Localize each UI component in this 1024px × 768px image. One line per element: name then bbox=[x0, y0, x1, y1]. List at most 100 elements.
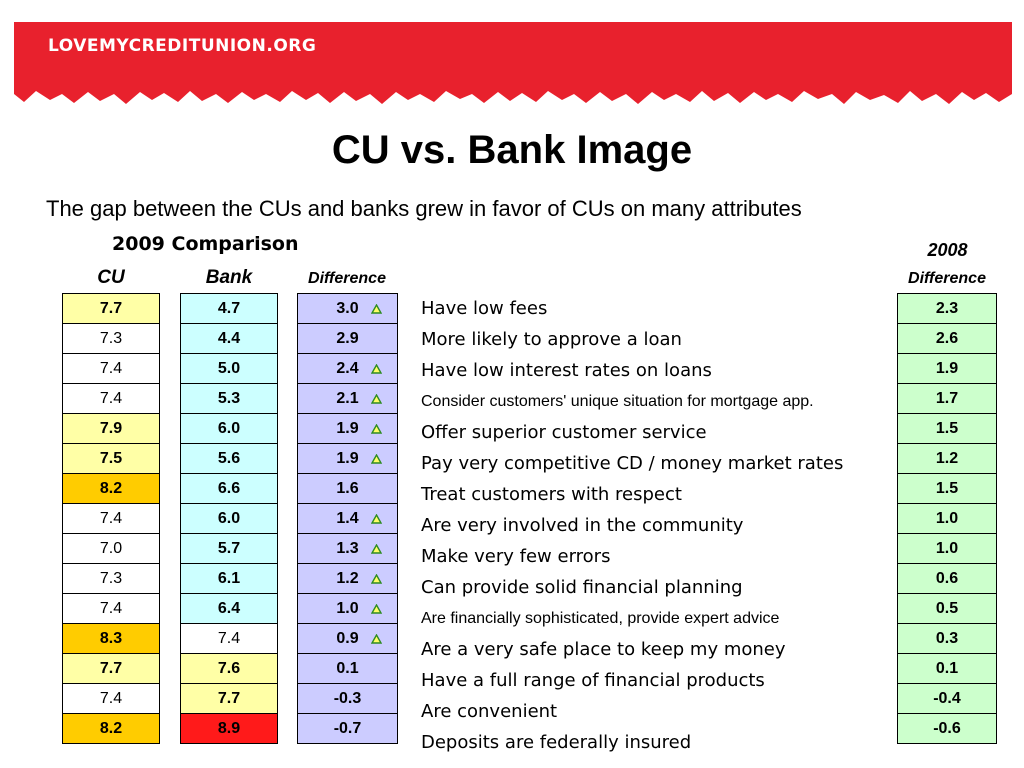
cu-score-cell: 7.3 bbox=[62, 563, 160, 593]
attribute-label: Offer superior customer service bbox=[421, 422, 707, 443]
difference-2008-cell: 1.9 bbox=[897, 353, 997, 383]
column-header-cu: CU bbox=[97, 267, 125, 288]
bank-score-cell: 5.3 bbox=[180, 383, 278, 413]
header-banner bbox=[14, 22, 1012, 104]
difference-cell: 0.1 bbox=[297, 653, 398, 683]
difference-value: 3.0 bbox=[336, 300, 359, 317]
attribute-label: Are very involved in the community bbox=[421, 515, 744, 536]
difference-cell: 1.3 bbox=[297, 533, 398, 563]
bank-score-cell: 7.7 bbox=[180, 683, 278, 713]
difference-2008-cell: 2.3 bbox=[897, 293, 997, 323]
difference-cell: -0.3 bbox=[297, 683, 398, 713]
difference-value: 1.0 bbox=[336, 600, 359, 617]
bank-score-column: 4.7 4.4 5.0 5.3 6.0 5.6 6.6 6.0 5.7 6.1 6.4 7.4 7.6 7… bbox=[180, 293, 278, 744]
difference-2008-cell: -0.4 bbox=[897, 683, 997, 713]
bank-score-cell: 6.6 bbox=[180, 473, 278, 503]
cu-score-cell: 7.4 bbox=[62, 683, 160, 713]
cu-score-cell: 7.7 bbox=[62, 653, 160, 683]
difference-cell: 1.6 bbox=[297, 473, 398, 503]
difference-value: 0.1 bbox=[336, 660, 359, 677]
cu-score-column: 7.7 7.3 7.4 7.4 7.9 7.5 8.2 7.4 7.0 7.3 7.4 8.3 7.7 7… bbox=[62, 293, 160, 744]
difference-cell: 2.9 bbox=[297, 323, 398, 353]
difference-2008-cell: 0.1 bbox=[897, 653, 997, 683]
attribute-label: Consider customers' unique situation for… bbox=[421, 393, 814, 410]
attribute-label: Are a very safe place to keep my money bbox=[421, 639, 786, 660]
difference-value: 1.2 bbox=[336, 570, 359, 587]
bank-score-cell: 5.7 bbox=[180, 533, 278, 563]
difference-value: -0.3 bbox=[333, 690, 362, 707]
difference-cell: 1.0 bbox=[297, 593, 398, 623]
bank-score-cell: 7.4 bbox=[180, 623, 278, 653]
attribute-label: Deposits are federally insured bbox=[421, 732, 692, 753]
difference-2008-cell: 0.6 bbox=[897, 563, 997, 593]
difference-2008-cell: 0.5 bbox=[897, 593, 997, 623]
attribute-label: Have a full range of financial products bbox=[421, 670, 765, 691]
comparison-year-label: 2009 Comparison bbox=[112, 233, 299, 255]
attribute-label: More likely to approve a loan bbox=[421, 329, 682, 350]
attribute-label: Are financially sophisticated, provide e… bbox=[421, 610, 780, 627]
attribute-label: Have low fees bbox=[421, 298, 548, 319]
difference-value: 1.6 bbox=[336, 480, 359, 497]
difference-value: 2.4 bbox=[336, 360, 359, 377]
difference-value: 0.9 bbox=[336, 630, 359, 647]
attribute-label: Treat customers with respect bbox=[421, 484, 682, 505]
difference-value: 1.3 bbox=[336, 540, 359, 557]
difference-2008-cell: 1.5 bbox=[897, 413, 997, 443]
cu-score-cell: 7.9 bbox=[62, 413, 160, 443]
attribute-column: Have low fees More likely to approve a lo… bbox=[421, 293, 891, 758]
bank-score-cell: 6.0 bbox=[180, 413, 278, 443]
attribute-label: Can provide solid financial planning bbox=[421, 577, 743, 598]
banner-torn-edge bbox=[14, 88, 1012, 104]
cu-score-cell: 7.7 bbox=[62, 293, 160, 323]
difference-cell: -0.7 bbox=[297, 713, 398, 744]
difference-cell: 0.9 bbox=[297, 623, 398, 653]
difference-value: 2.9 bbox=[336, 330, 359, 347]
difference-cell: 1.4 bbox=[297, 503, 398, 533]
cu-score-cell: 8.2 bbox=[62, 473, 160, 503]
bank-score-cell: 6.0 bbox=[180, 503, 278, 533]
difference-value: 1.9 bbox=[336, 450, 359, 467]
difference-2008-cell: 1.0 bbox=[897, 503, 997, 533]
column-header-difference: Difference bbox=[308, 270, 386, 287]
difference-value: -0.7 bbox=[333, 720, 362, 737]
difference-cell: 2.4 bbox=[297, 353, 398, 383]
difference-2008-cell: 2.6 bbox=[897, 323, 997, 353]
bank-score-cell: 4.7 bbox=[180, 293, 278, 323]
bank-score-cell: 6.4 bbox=[180, 593, 278, 623]
bank-score-cell: 5.0 bbox=[180, 353, 278, 383]
difference-2008-cell: 1.2 bbox=[897, 443, 997, 473]
difference-2008-cell: 0.3 bbox=[897, 623, 997, 653]
page-subtitle: The gap between the CUs and banks grew i… bbox=[46, 196, 802, 221]
bank-score-cell: 8.9 bbox=[180, 713, 278, 744]
difference-2008-cell: -0.6 bbox=[897, 713, 997, 744]
column-header-difference-2008: Difference bbox=[908, 270, 986, 287]
cu-score-cell: 8.3 bbox=[62, 623, 160, 653]
attribute-label: Pay very competitive CD / money market r… bbox=[421, 453, 844, 474]
difference-value: 1.4 bbox=[336, 510, 359, 527]
bank-score-cell: 4.4 bbox=[180, 323, 278, 353]
attribute-label: Are convenient bbox=[421, 701, 558, 722]
difference-cell: 1.9 bbox=[297, 443, 398, 473]
column-header-bank: Bank bbox=[205, 267, 253, 288]
attribute-label: Have low interest rates on loans bbox=[421, 360, 712, 381]
year-2008-label: 2008 bbox=[927, 240, 968, 260]
difference-2008-cell: 1.7 bbox=[897, 383, 997, 413]
page-title: CU vs. Bank Image bbox=[331, 128, 693, 172]
cu-score-cell: 7.4 bbox=[62, 353, 160, 383]
cu-score-cell: 7.4 bbox=[62, 383, 160, 413]
difference-cell: 1.9 bbox=[297, 413, 398, 443]
cu-score-cell: 7.3 bbox=[62, 323, 160, 353]
difference-2008-column: 2.3 2.6 1.9 1.7 1.5 1.2 1.5 1.0 1.0 0.6 0.5 0.3 0.1-… bbox=[897, 293, 997, 744]
difference-cell: 3.0 bbox=[297, 293, 398, 323]
cu-score-cell: 7.4 bbox=[62, 503, 160, 533]
bank-score-cell: 5.6 bbox=[180, 443, 278, 473]
attribute-label: Make very few errors bbox=[421, 546, 611, 567]
bank-score-cell: 6.1 bbox=[180, 563, 278, 593]
difference-2008-cell: 1.0 bbox=[897, 533, 997, 563]
difference-cell: 1.2 bbox=[297, 563, 398, 593]
difference-value: 2.1 bbox=[336, 390, 359, 407]
difference-cell: 2.1 bbox=[297, 383, 398, 413]
difference-value: 1.9 bbox=[336, 420, 359, 437]
site-logo[interactable]: LOVEMYCREDITUNION.ORG bbox=[48, 36, 317, 56]
difference-column: 3.0 2.9 2.4 2.1 1.9 1.9 1.6 1.4 1.3 1.2 1.0 0.9 0.1 -… bbox=[297, 293, 398, 744]
